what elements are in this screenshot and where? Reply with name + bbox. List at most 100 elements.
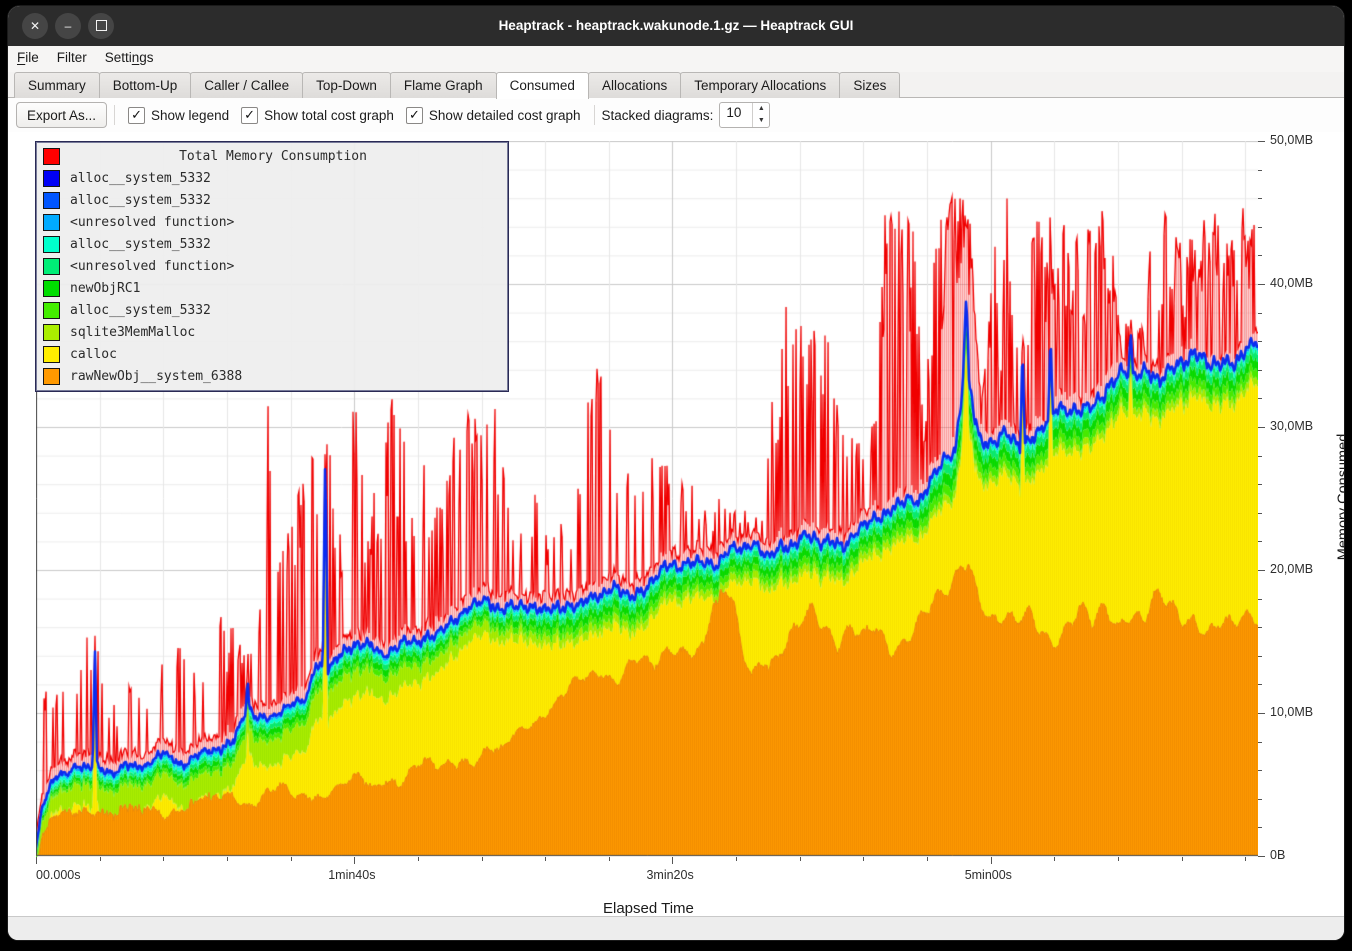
window-title: Heaptrack - heaptrack.wakunode.1.gz — He…: [8, 6, 1344, 46]
y-axis-tick: [1258, 513, 1262, 514]
checkbox-show-legend[interactable]: ✓ Show legend: [128, 107, 229, 124]
legend-label: alloc__system_5332: [70, 193, 211, 208]
tab-temporary-allocations[interactable]: Temporary Allocations: [680, 72, 840, 98]
tab-top-down[interactable]: Top-Down: [302, 72, 391, 98]
x-tick-label: 1min40s: [328, 868, 375, 882]
title-bar[interactable]: ✕ – Heaptrack - heaptrack.wakunode.1.gz …: [8, 6, 1344, 46]
stacked-diagrams-value[interactable]: 10: [720, 103, 752, 127]
consumed-chart-panel: Total Memory Consumption alloc__system_53…: [8, 132, 1344, 917]
x-axis-tick: [1182, 857, 1183, 861]
tab-caller-callee[interactable]: Caller / Callee: [190, 72, 303, 98]
chart-legend: Total Memory Consumption alloc__system_53…: [36, 142, 508, 391]
checkbox-show-total-cost-graph[interactable]: ✓ Show total cost graph: [241, 107, 394, 124]
y-axis-tick: [1258, 541, 1262, 542]
legend-label: alloc__system_5332: [70, 171, 211, 186]
checkbox-show-detailed-cost-graph[interactable]: ✓ Show detailed cost graph: [406, 107, 581, 124]
legend-item: alloc__system_5332: [37, 299, 507, 321]
spin-up-icon[interactable]: ▲: [753, 103, 769, 115]
toolbar-separator: [114, 105, 115, 125]
y-axis-tick: [1258, 742, 1262, 743]
menu-filter[interactable]: Filter: [48, 46, 96, 69]
y-axis-tick: [1258, 170, 1262, 171]
x-axis-tick: [927, 857, 928, 861]
y-axis-tick: [1258, 856, 1265, 857]
x-axis-tick: [800, 857, 801, 861]
checkbox-label: Show legend: [151, 108, 229, 123]
legend-swatch: [43, 170, 60, 187]
x-axis-tick: [609, 857, 610, 861]
legend-item: alloc__system_5332: [37, 233, 507, 255]
checkbox-icon[interactable]: ✓: [128, 107, 145, 124]
legend-label: sqlite3MemMalloc: [70, 325, 195, 340]
y-axis-tick: [1258, 770, 1262, 771]
toolbar: Export As... ✓ Show legend ✓ Show total cos…: [8, 98, 1344, 132]
y-axis-tick: [1258, 227, 1262, 228]
x-axis-tick: [672, 857, 673, 864]
stacked-diagrams-spinbox[interactable]: 10 ▲ ▼: [719, 102, 770, 128]
legend-swatch: [43, 214, 60, 231]
y-tick-label: 0B: [1270, 848, 1285, 862]
checkbox-icon[interactable]: ✓: [406, 107, 423, 124]
legend-swatch: [43, 302, 60, 319]
x-axis-title: Elapsed Time: [603, 900, 694, 917]
y-axis-tick: [1258, 341, 1262, 342]
legend-item: newObjRC1: [37, 277, 507, 299]
x-axis-tick: [418, 857, 419, 861]
tab-consumed[interactable]: Consumed: [496, 72, 589, 99]
tab-bar: SummaryBottom-UpCaller / CalleeTop-DownF…: [8, 72, 1344, 98]
x-axis-tick: [1118, 857, 1119, 861]
spin-down-icon[interactable]: ▼: [753, 115, 769, 127]
legend-swatch: [43, 236, 60, 253]
x-axis-tick: [863, 857, 864, 861]
y-tick-label: 10,0MB: [1270, 705, 1313, 719]
legend-swatch: [43, 258, 60, 275]
x-tick-label: 5min00s: [965, 868, 1012, 882]
legend-label: newObjRC1: [70, 281, 140, 296]
y-axis-tick: [1258, 427, 1265, 428]
legend-swatch: [43, 368, 60, 385]
x-axis-tick: [36, 857, 37, 864]
menu-file[interactable]: File: [8, 46, 48, 69]
checkbox-label: Show detailed cost graph: [429, 108, 581, 123]
y-axis-tick: [1258, 370, 1262, 371]
legend-item: rawNewObj__system_6388: [37, 365, 507, 387]
y-axis-tick: [1258, 284, 1265, 285]
menu-settings[interactable]: Settings: [96, 46, 163, 69]
checkbox-icon[interactable]: ✓: [241, 107, 258, 124]
toolbar-separator: [594, 105, 595, 125]
x-axis-tick: [1054, 857, 1055, 861]
legend-title: Total Memory Consumption: [70, 149, 476, 164]
legend-item: calloc: [37, 343, 507, 365]
legend-label: alloc__system_5332: [70, 237, 211, 252]
y-axis-tick: [1258, 456, 1262, 457]
export-as-button[interactable]: Export As...: [16, 102, 107, 128]
tab-allocations[interactable]: Allocations: [588, 72, 681, 98]
y-axis-tick: [1258, 713, 1265, 714]
tab-bottom-up[interactable]: Bottom-Up: [99, 72, 192, 98]
x-tick-label: 3min20s: [646, 868, 693, 882]
menu-bar: FileFilterSettings: [8, 46, 1344, 72]
tab-sizes[interactable]: Sizes: [839, 72, 900, 98]
legend-swatch: [43, 192, 60, 209]
x-axis-tick: [736, 857, 737, 861]
heaptrack-window: ✕ – Heaptrack - heaptrack.wakunode.1.gz …: [8, 6, 1344, 940]
y-axis-tick: [1258, 827, 1262, 828]
legend-title-row: Total Memory Consumption: [37, 145, 507, 167]
tab-summary[interactable]: Summary: [14, 72, 100, 98]
x-axis-tick: [1245, 857, 1246, 861]
x-axis-tick: [354, 857, 355, 864]
legend-label: alloc__system_5332: [70, 303, 211, 318]
y-axis-tick: [1258, 484, 1262, 485]
y-axis-title: Memory Consumed: [1335, 433, 1344, 560]
checkbox-label: Show total cost graph: [264, 108, 394, 123]
x-axis-tick: [291, 857, 292, 861]
x-tick-label: 00.000s: [36, 868, 80, 882]
tab-flame-graph[interactable]: Flame Graph: [390, 72, 497, 98]
legend-label: calloc: [70, 347, 117, 362]
y-axis-tick: [1258, 313, 1262, 314]
y-tick-label: 30,0MB: [1270, 419, 1313, 433]
legend-item: alloc__system_5332: [37, 167, 507, 189]
y-tick-label: 50,0MB: [1270, 133, 1313, 147]
y-axis-tick: [1258, 198, 1262, 199]
legend-swatch: [43, 148, 60, 165]
